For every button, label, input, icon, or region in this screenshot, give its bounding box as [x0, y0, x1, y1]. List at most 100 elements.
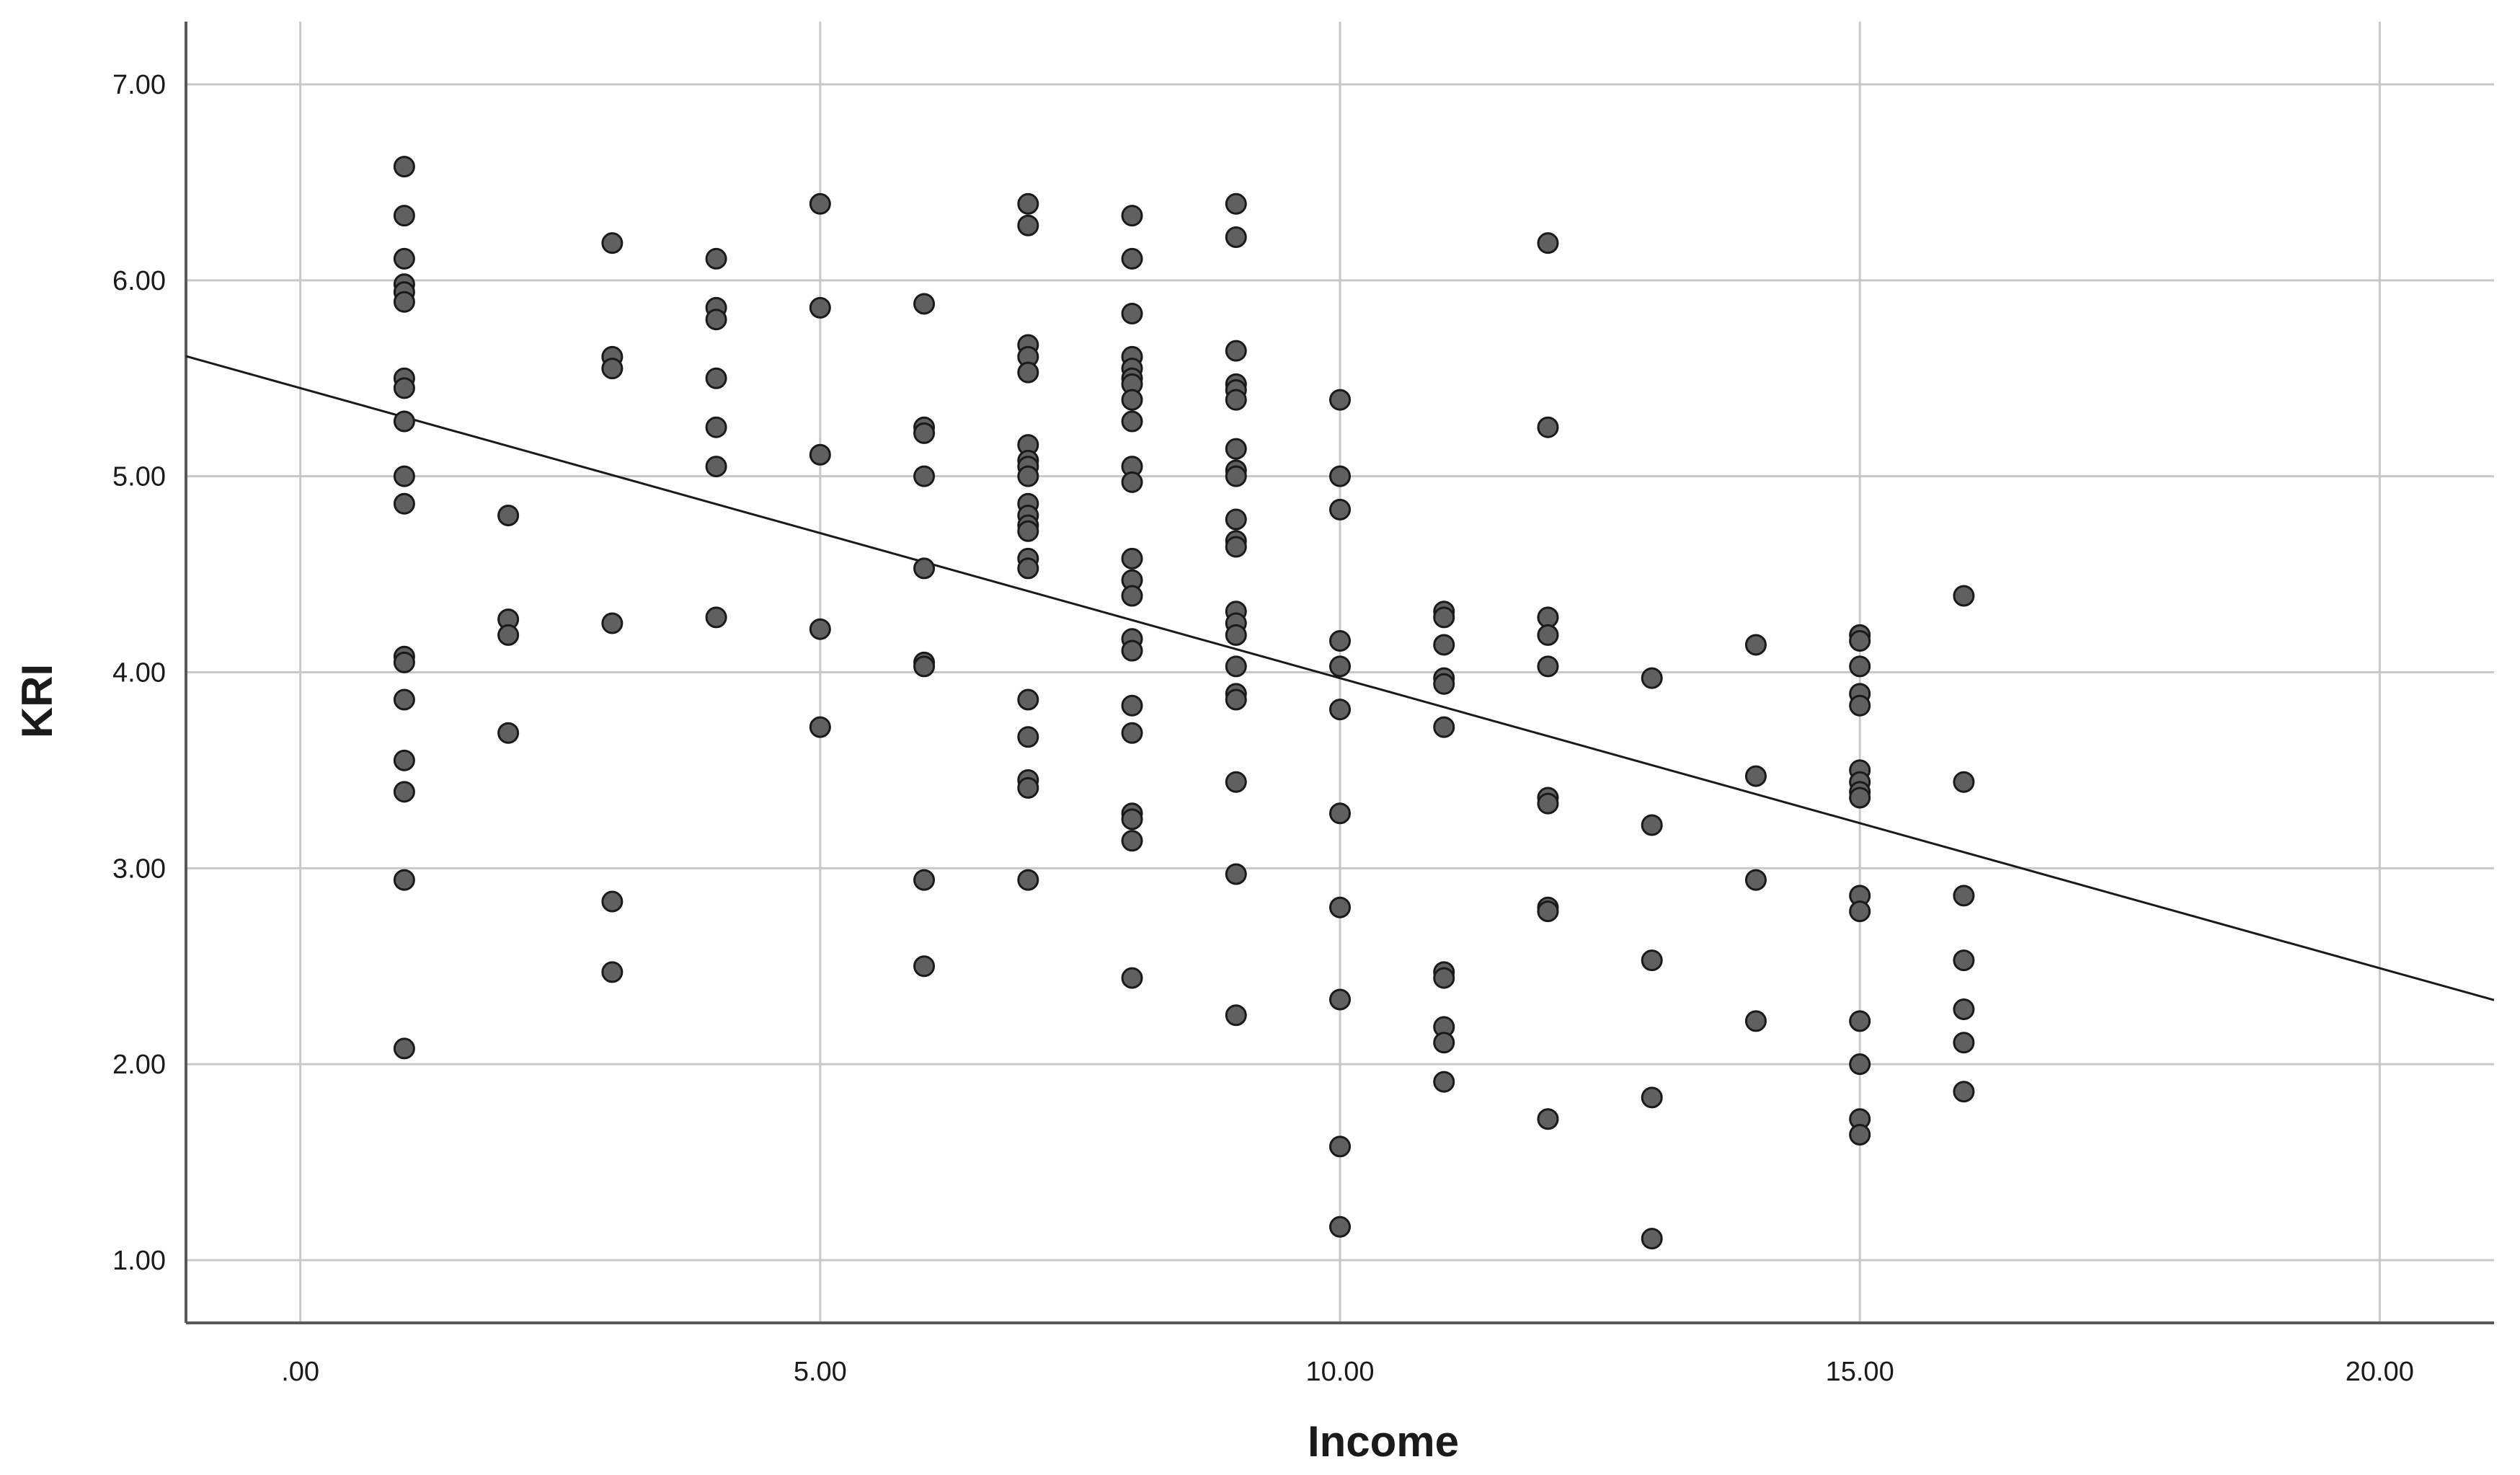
data-point [1225, 340, 1247, 362]
data-point [1017, 557, 1039, 580]
x-tick-label: 10.00 [1305, 1357, 1374, 1387]
data-point [809, 618, 831, 640]
data-point [1433, 967, 1455, 989]
data-point [1537, 900, 1559, 923]
data-point [1017, 869, 1039, 891]
data-point [1537, 606, 1559, 629]
data-point [1641, 949, 1663, 972]
axes [185, 22, 2494, 1324]
data-point [1849, 694, 1871, 717]
data-point [1329, 802, 1351, 825]
data-point [393, 869, 415, 891]
data-point [1329, 465, 1351, 487]
data-point [1225, 508, 1247, 531]
data-point [1329, 896, 1351, 918]
data-point [1121, 639, 1143, 662]
data-point [1641, 814, 1663, 836]
x-tick-labels: .00 5.00 10.00 15.00 20.00 [281, 1357, 2414, 1387]
data-points [393, 156, 1975, 1250]
data-point [393, 781, 415, 803]
data-point [601, 232, 624, 254]
x-tick-label: 15.00 [1826, 1357, 1894, 1387]
data-point [1849, 787, 1871, 809]
data-point [1641, 1228, 1663, 1250]
x-tick-label: 20.00 [2346, 1357, 2414, 1387]
data-point [1953, 885, 1975, 907]
data-point [705, 367, 727, 389]
data-point [1121, 722, 1143, 744]
data-point [1121, 547, 1143, 570]
data-point [1537, 1108, 1559, 1130]
data-point [1121, 471, 1143, 493]
data-point [1849, 630, 1871, 652]
data-point [1121, 247, 1143, 270]
data-point [1017, 520, 1039, 542]
data-point [1641, 667, 1663, 689]
data-point [393, 749, 415, 771]
data-point [913, 465, 936, 487]
y-tick-label: 4.00 [112, 658, 166, 688]
data-point [913, 655, 936, 678]
data-point [1225, 863, 1247, 885]
data-point [497, 624, 520, 646]
data-point [1329, 630, 1351, 652]
data-point [1953, 1081, 1975, 1103]
data-point [1225, 655, 1247, 678]
data-point [1744, 1010, 1767, 1032]
data-point [393, 688, 415, 711]
data-point [809, 443, 831, 466]
data-point [393, 465, 415, 487]
data-point [1537, 416, 1559, 438]
data-point [1121, 410, 1143, 433]
data-point [601, 890, 624, 913]
data-point [1225, 438, 1247, 460]
data-point [1017, 726, 1039, 748]
data-point [1121, 830, 1143, 852]
data-point [393, 377, 415, 399]
data-point [1433, 606, 1455, 629]
data-point [1953, 949, 1975, 972]
data-point [601, 961, 624, 983]
data-point [1433, 1032, 1455, 1054]
data-point [1225, 226, 1247, 249]
data-point [1017, 465, 1039, 487]
data-point [1329, 1215, 1351, 1238]
data-point [1849, 900, 1871, 923]
data-point [1121, 967, 1143, 989]
data-point [1849, 1124, 1871, 1146]
data-point [601, 358, 624, 380]
data-point [1744, 765, 1767, 787]
data-point [1953, 585, 1975, 607]
data-point [1537, 624, 1559, 646]
data-point [1744, 634, 1767, 656]
data-point [705, 247, 727, 270]
data-point [1121, 303, 1143, 325]
y-tick-label: 1.00 [112, 1246, 166, 1276]
data-point [393, 651, 415, 673]
data-point [1017, 214, 1039, 236]
data-point [1953, 998, 1975, 1021]
data-point [1225, 1004, 1247, 1027]
data-point [1433, 1071, 1455, 1093]
fit-line [185, 355, 2495, 1001]
data-point [1225, 389, 1247, 411]
data-point [913, 869, 936, 891]
data-point [393, 410, 415, 433]
data-point [809, 192, 831, 215]
data-point [1329, 988, 1351, 1011]
data-point [1121, 808, 1143, 830]
x-axis-title: Income [1308, 1417, 1459, 1466]
data-point [1121, 694, 1143, 717]
data-point [497, 505, 520, 527]
data-point [393, 156, 415, 178]
data-point [1329, 699, 1351, 721]
data-point [393, 492, 415, 515]
data-point [1953, 771, 1975, 793]
data-point [809, 296, 831, 319]
data-point [1849, 655, 1871, 678]
y-tick-label: 7.00 [112, 70, 166, 100]
data-point [393, 1037, 415, 1060]
data-point [1017, 192, 1039, 215]
data-point [497, 722, 520, 744]
data-point [1121, 585, 1143, 607]
